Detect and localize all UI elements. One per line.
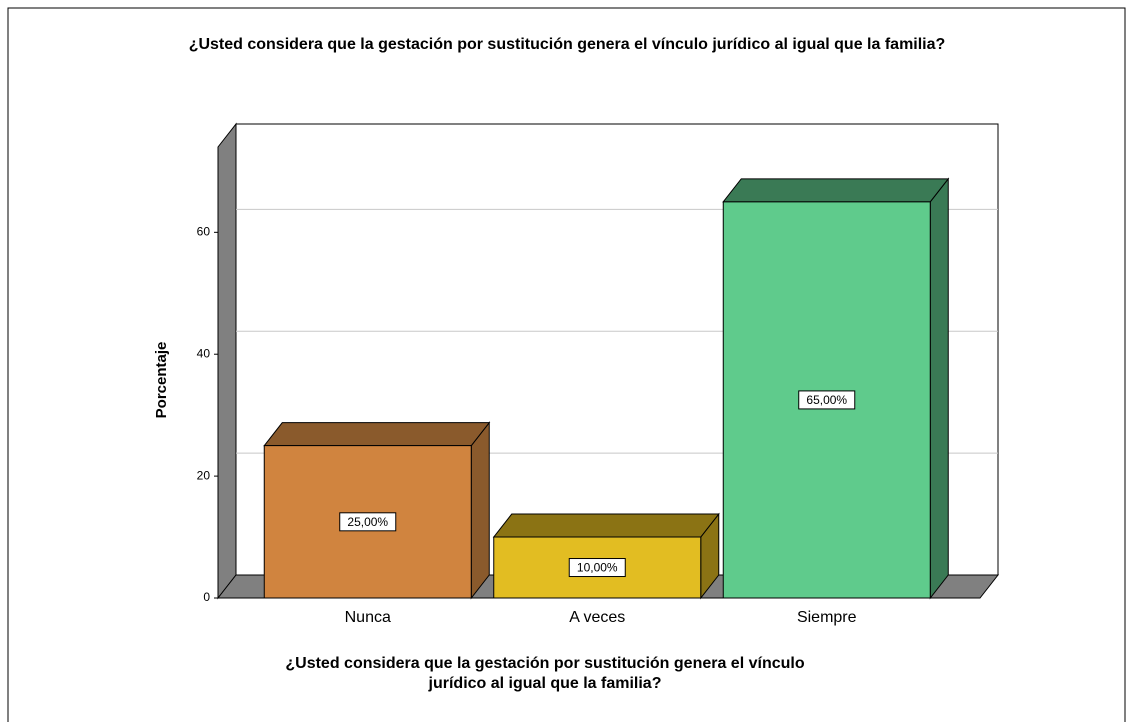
value-label: 65,00% xyxy=(806,393,847,407)
y-tick-label: 40 xyxy=(197,346,211,360)
bar-side xyxy=(929,177,949,600)
y-tick-label: 60 xyxy=(197,224,211,238)
x-tick-label: Nunca xyxy=(345,609,391,626)
bar-top xyxy=(722,178,950,203)
left-wall xyxy=(217,122,237,600)
y-tick-label: 20 xyxy=(197,468,211,482)
x-tick-label: A veces xyxy=(569,609,625,626)
bar xyxy=(263,421,491,600)
y-axis-label: Porcentaje xyxy=(153,342,170,419)
x-axis-label: ¿Usted considera que la gestación por su… xyxy=(285,655,804,672)
chart-title: ¿Usted considera que la gestación por su… xyxy=(189,36,946,53)
y-tick-label: 0 xyxy=(203,590,210,604)
value-label-box xyxy=(339,512,397,532)
bar-top xyxy=(492,513,720,538)
value-label-box xyxy=(568,558,626,578)
value-label: 25,00% xyxy=(347,515,388,529)
bar-side xyxy=(470,421,490,600)
x-tick-label: Siempre xyxy=(797,609,857,626)
value-label-box xyxy=(798,390,856,410)
bar xyxy=(492,512,720,600)
value-label: 10,00% xyxy=(577,561,618,575)
x-axis-label: jurídico al igual que la familia? xyxy=(428,675,662,692)
bar xyxy=(722,177,950,600)
bar-top xyxy=(263,422,491,447)
